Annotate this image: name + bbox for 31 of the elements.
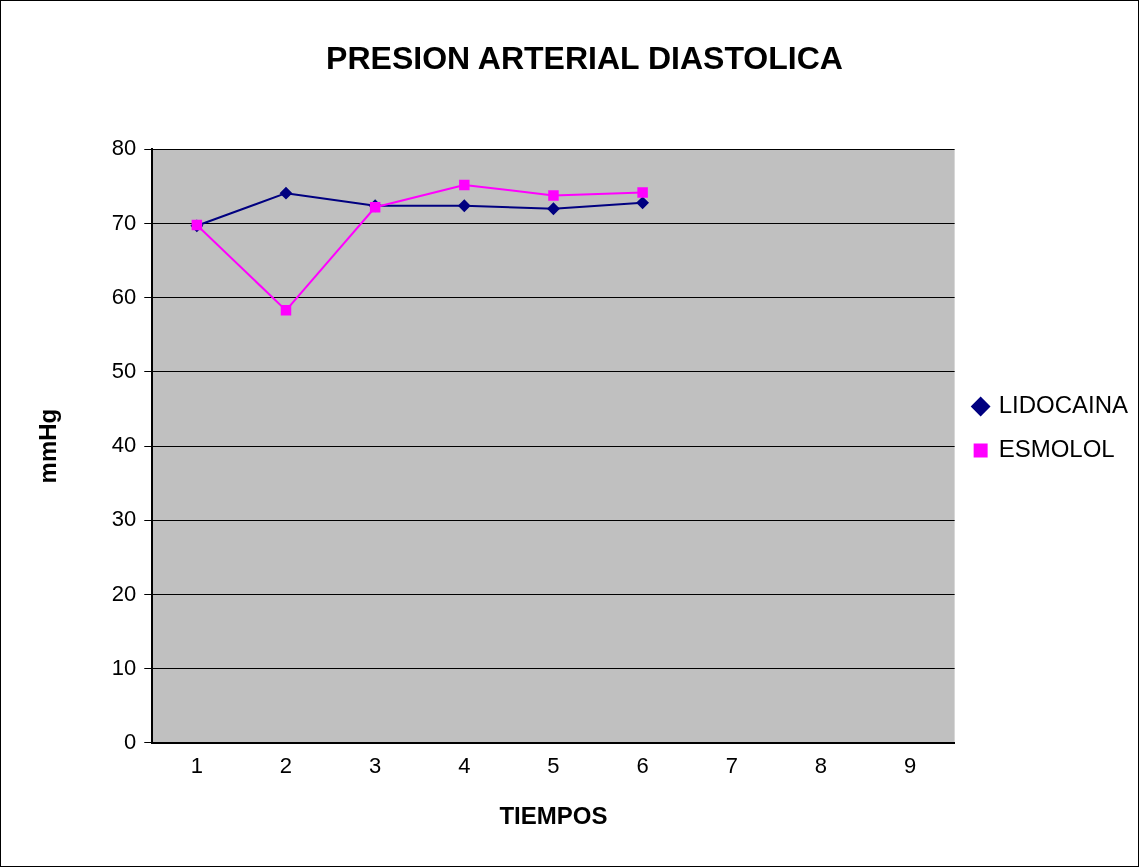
y-tick-label: 30 (111, 506, 137, 532)
y-axis-title: mmHg (34, 408, 62, 484)
x-axis-title: TIEMPOS (499, 802, 608, 830)
x-tick-label: 9 (903, 753, 917, 779)
y-tick-label: 0 (124, 728, 137, 754)
legend-label: LIDOCAINA (998, 391, 1129, 419)
x-tick-label: 3 (369, 753, 382, 779)
x-tick-label: 8 (814, 753, 828, 779)
x-tick-label: 7 (725, 753, 738, 779)
point (636, 196, 649, 209)
x-tick-label: 6 (636, 753, 649, 779)
y-tick-label: 80 (111, 135, 137, 161)
point (547, 202, 560, 215)
x-tick-label: 5 (547, 753, 560, 779)
point (637, 187, 648, 198)
y-tick-label: 10 (111, 654, 137, 680)
x-tick-label: 1 (190, 753, 203, 779)
point (280, 187, 292, 200)
chart-title: PRESION ARTERIAL DIASTOLICA (326, 40, 843, 77)
y-tick-label: 40 (111, 432, 137, 458)
point (548, 190, 559, 201)
x-tick-label: 4 (458, 753, 471, 779)
point (280, 305, 292, 316)
point (459, 179, 470, 191)
x-tick-label: 2 (279, 753, 293, 779)
y-tick-label: 20 (111, 580, 137, 606)
legend-label: ESMOLOL (998, 435, 1115, 463)
y-tick-label: 60 (111, 283, 137, 309)
y-tick-label: 70 (111, 209, 137, 235)
y-tick-label: 50 (111, 357, 137, 383)
point (458, 199, 471, 212)
